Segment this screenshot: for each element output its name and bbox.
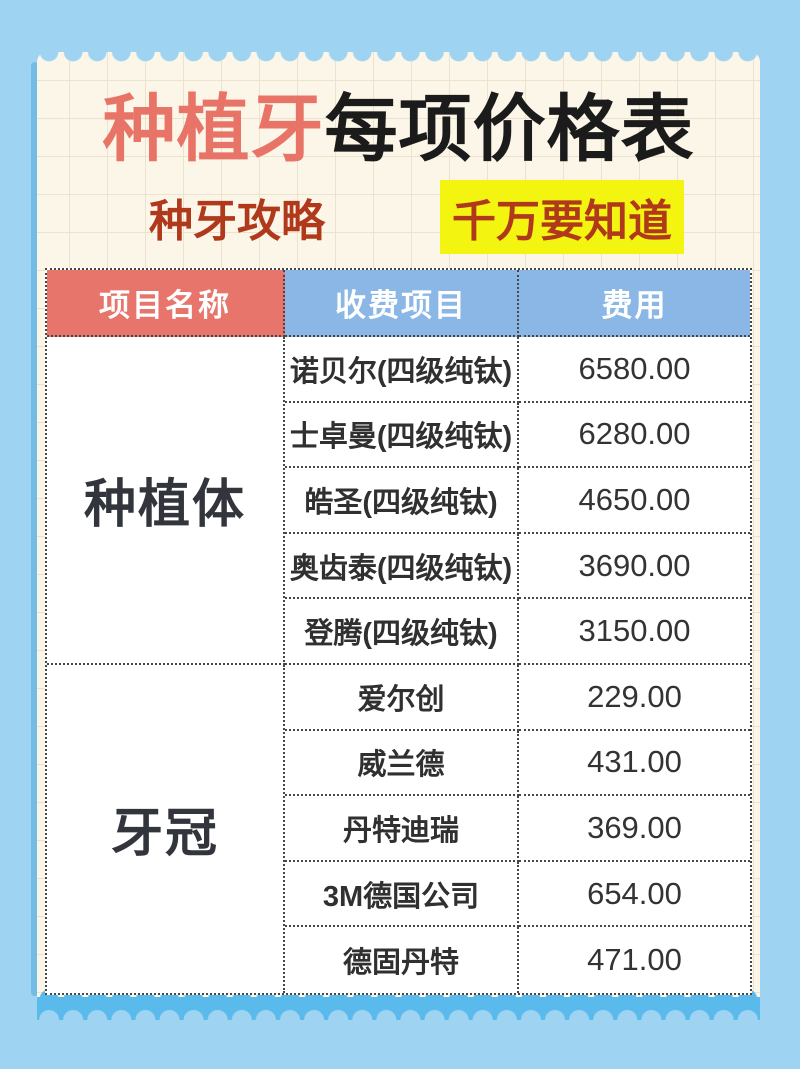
table-row-item: 爱尔创 — [285, 664, 519, 731]
table-row-fee: 3150.00 — [519, 599, 750, 665]
table-row-item: 奥齿泰(四级纯钛) — [285, 533, 519, 600]
subtitle-row: 种牙攻略 千万要知道 — [37, 180, 760, 254]
price-table: 项目名称 收费项目 费用 种植体 诺贝尔(四级纯钛) 6580.00 士卓曼(四… — [45, 268, 752, 995]
table-row-fee: 471.00 — [519, 927, 750, 993]
page-title: 种植牙每项价格表 — [37, 82, 760, 178]
table-row-fee: 6280.00 — [519, 402, 750, 469]
paper-shadow — [31, 62, 39, 996]
table-row-fee: 369.00 — [519, 796, 750, 862]
table-row-item: 登腾(四级纯钛) — [285, 599, 519, 665]
page-title-accent: 种植牙 — [102, 89, 325, 170]
table-row-fee: 6580.00 — [519, 337, 750, 403]
table-row-item: 德固丹特 — [285, 927, 519, 993]
scalloped-top-edge — [37, 52, 760, 64]
category-implant: 种植体 — [47, 337, 285, 665]
page-title-rest: 每项价格表 — [324, 89, 695, 170]
table-row-fee: 431.00 — [519, 730, 750, 797]
table-row-fee: 4650.00 — [519, 468, 750, 534]
table-row-item: 3M德国公司 — [285, 861, 519, 928]
table-row-item: 威兰德 — [285, 730, 519, 797]
table-row-fee: 229.00 — [519, 664, 750, 731]
column-header-charge-item: 收费项目 — [285, 270, 519, 337]
table-row-item: 诺贝尔(四级纯钛) — [285, 337, 519, 403]
table-row-fee: 3690.00 — [519, 533, 750, 600]
column-header-fee: 费用 — [519, 270, 750, 337]
table-row-item: 丹特迪瑞 — [285, 796, 519, 862]
table-row-item: 士卓曼(四级纯钛) — [285, 402, 519, 469]
bottom-scallop-wave — [37, 1006, 760, 1020]
category-crown: 牙冠 — [47, 664, 285, 993]
subtitle-left: 种牙攻略 — [149, 197, 325, 246]
subtitle-highlighted: 千万要知道 — [440, 180, 684, 254]
table-row-fee: 654.00 — [519, 861, 750, 928]
bottom-blue-band — [37, 997, 760, 1006]
table-row-item: 皓圣(四级纯钛) — [285, 468, 519, 534]
column-header-project-name: 项目名称 — [47, 270, 285, 337]
